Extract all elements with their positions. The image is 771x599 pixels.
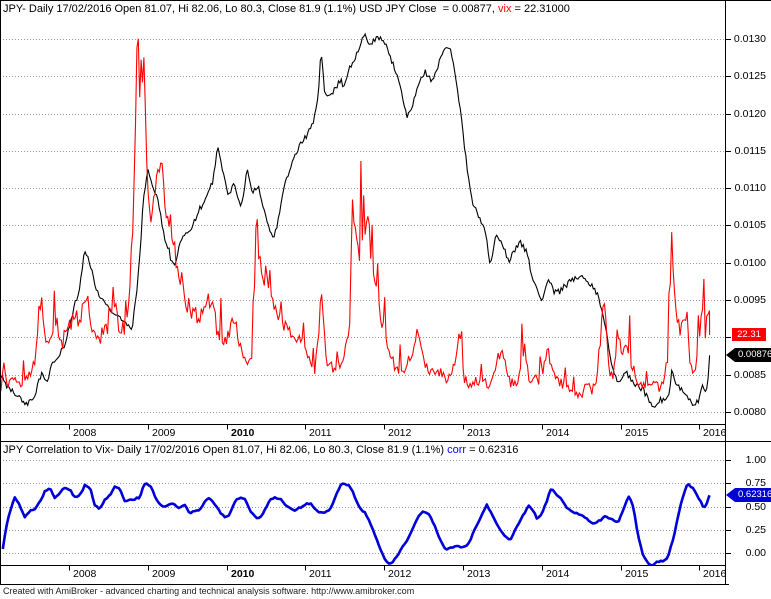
y-axis-label: 0.0080 [733, 406, 766, 418]
title-segment: = 22.31000 [511, 3, 570, 15]
y-axis-label: 0.0125 [733, 70, 766, 82]
close-last-value-marker: 0.00876 [726, 348, 771, 362]
title-segment: vix [498, 3, 512, 15]
x-axis-label: 2012 [388, 427, 412, 439]
y-axis-label: 0.0115 [734, 145, 766, 157]
vix-last-value-marker: 22.31 [732, 328, 766, 341]
amibroker-credit: Created with AmiBroker - advanced charti… [3, 586, 415, 596]
vix-series [0, 38, 711, 400]
close-marker-label: 0.00876 [735, 348, 771, 362]
y-axis-label: 0.25 [745, 524, 766, 536]
y-axis-label: 0.00 [745, 547, 766, 559]
y-axis-label: 0.0100 [733, 257, 766, 269]
y-axis-label: 0.75 [745, 477, 766, 489]
y-axis-label: 0.0105 [733, 219, 766, 231]
corr-marker-label: 0.62316 [735, 488, 771, 502]
price-plot-area[interactable] [0, 0, 725, 424]
x-axis-label: 2014 [546, 427, 570, 439]
x-axis-label: 2008 [73, 568, 97, 580]
correlation-pane-title: JPY Correlation to Vix- Daily 17/02/2016… [3, 444, 518, 456]
marker-arrow-icon [726, 488, 735, 502]
x-axis-label: 2013 [467, 568, 491, 580]
x-axis-label: 2015 [625, 427, 649, 439]
x-axis-label: 2014 [546, 568, 570, 580]
x-axis-label: 2011 [309, 568, 332, 580]
usdjpy-close-series [0, 32, 711, 408]
x-axis-label: 2015 [625, 568, 649, 580]
x-axis-label: 2010 [231, 427, 255, 439]
x-axis-label: 2011 [309, 427, 332, 439]
x-axis-label: 2008 [73, 427, 97, 439]
title-segment: JPY Correlation to Vix- Daily 17/02/2016… [3, 444, 448, 456]
correlation-plot-area[interactable] [0, 441, 725, 566]
correlation-series [1, 482, 711, 566]
title-segment: = 0.62316 [466, 444, 519, 456]
x-axis-label: 2013 [467, 427, 491, 439]
corr-last-value-marker: 0.62316 [726, 488, 771, 502]
x-axis-label: 2016 [703, 427, 727, 439]
x-axis-label: 2009 [152, 427, 176, 439]
x-axis-label: 2010 [231, 568, 255, 580]
y-axis-label: 0.0095 [733, 294, 766, 306]
x-axis-label: 2016 [703, 568, 727, 580]
x-axis-label: 2009 [152, 568, 176, 580]
title-segment: corr [447, 444, 467, 456]
y-axis-label: 0.50 [745, 501, 766, 513]
y-axis-label: 0.0120 [733, 108, 766, 120]
y-axis-label: 0.0085 [733, 369, 766, 381]
price-pane-title: JPY- Daily 17/02/2016 Open 81.07, Hi 82.… [3, 3, 570, 15]
y-axis-label: 1.00 [745, 454, 766, 466]
marker-arrow-icon [726, 348, 735, 362]
x-axis-label: 2012 [388, 568, 412, 580]
y-axis-label: 0.0110 [734, 182, 766, 194]
title-segment: JPY- Daily 17/02/2016 Open 81.07, Hi 82.… [3, 3, 498, 15]
y-axis-label: 0.0130 [733, 33, 766, 45]
